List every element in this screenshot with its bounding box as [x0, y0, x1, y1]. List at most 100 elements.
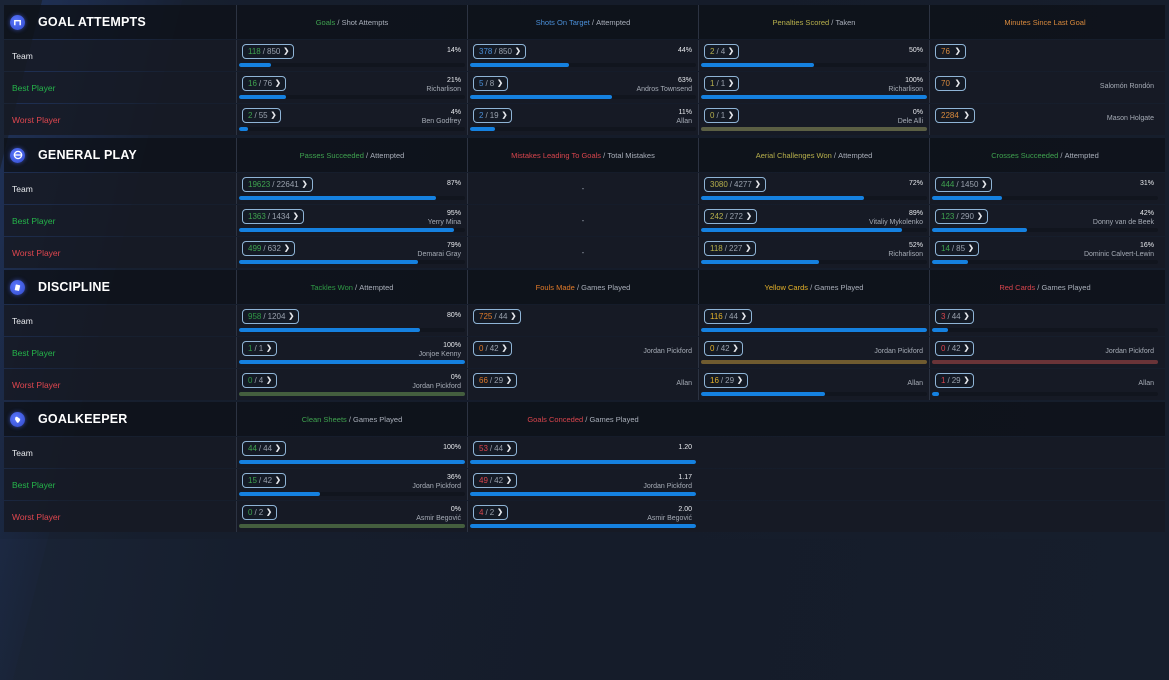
stat-value-button[interactable]: 2/ 4 ❯: [704, 44, 740, 59]
chevron-right-icon: ❯: [501, 112, 508, 119]
player-name[interactable]: Asmir Begović: [647, 515, 692, 522]
stat-value-button[interactable]: 0/ 42 ❯: [473, 341, 513, 356]
stat-value-button[interactable]: 3/ 44 ❯: [935, 309, 975, 324]
stat-denominator: 1: [720, 79, 726, 88]
stat-value-button[interactable]: 1/ 29 ❯: [935, 373, 975, 388]
stat-value-button[interactable]: 16/ 76 ❯: [242, 76, 286, 91]
stat-numerator: 1: [941, 376, 946, 385]
stat-ratio: 79%: [446, 242, 461, 249]
player-name[interactable]: Mason Holgate: [1106, 115, 1154, 122]
player-name[interactable]: Demarai Gray: [417, 251, 461, 258]
column-divider: /: [831, 150, 839, 160]
stat-numerator: 123: [941, 212, 955, 221]
player-name[interactable]: Jordan Pickford: [412, 483, 461, 490]
player-name[interactable]: Asmir Begović: [416, 515, 461, 522]
chevron-right-icon: ❯: [275, 80, 281, 87]
stat-value-button[interactable]: 0/ 2 ❯: [242, 505, 278, 520]
player-name[interactable]: Jordan Pickford: [1105, 348, 1154, 355]
player-name[interactable]: Jonjoe Kenny: [418, 351, 461, 358]
stat-value-button[interactable]: 725/ 44 ❯: [473, 309, 522, 324]
player-name[interactable]: Vitaliy Mykolenko: [869, 219, 923, 226]
chevron-right-icon: ❯: [728, 112, 735, 119]
stat-value-button[interactable]: 242/ 272 ❯: [704, 209, 757, 224]
stat-value-button[interactable]: 0/ 42 ❯: [704, 341, 744, 356]
stat-denominator: 42: [951, 344, 961, 353]
stat-denominator: 44: [498, 312, 508, 321]
column-header: Penalties Scored / Taken: [698, 5, 929, 39]
column-metric: Fouls Made: [535, 282, 575, 292]
player-name[interactable]: Allan: [676, 118, 692, 125]
section-header: DISCIPLINE Tackles Won / Attempted Fouls…: [4, 270, 1165, 304]
stat-value-button[interactable]: 5/ 8 ❯: [473, 76, 509, 91]
player-name[interactable]: Richarlison: [888, 251, 923, 258]
column-metric: Yellow Cards: [764, 282, 809, 292]
stat-separator: /: [254, 344, 257, 353]
stat-value-button[interactable]: 66/ 29 ❯: [473, 373, 517, 388]
player-name[interactable]: Jordan Pickford: [643, 483, 692, 490]
stat-numerator: 0: [248, 508, 253, 517]
stat-value-button[interactable]: 49/ 42 ❯: [473, 473, 517, 488]
stat-value-button[interactable]: 0/ 4 ❯: [242, 373, 278, 388]
stat-denominator: 76: [263, 79, 273, 88]
stat-value-button[interactable]: 2284 ❯: [935, 108, 975, 123]
stat-value-button[interactable]: 14/ 85 ❯: [935, 241, 979, 256]
stat-denominator: 55: [258, 111, 268, 120]
stat-value-button[interactable]: 118/ 850 ❯: [242, 44, 295, 59]
column-metric: Tackles Won: [310, 282, 353, 292]
stat-denominator: 42: [263, 476, 273, 485]
stat-separator: /: [258, 476, 262, 485]
chevron-right-icon: ❯: [963, 377, 970, 384]
stat-value-button[interactable]: 4/ 2 ❯: [473, 505, 509, 520]
stat-value-button[interactable]: 0/ 1 ❯: [704, 108, 740, 123]
player-name[interactable]: Allan: [676, 380, 692, 387]
stat-separator: /: [720, 376, 724, 385]
player-name[interactable]: Dominic Calvert-Lewin: [1083, 251, 1154, 258]
stat-value-button[interactable]: 1363/ 1434 ❯: [242, 209, 304, 224]
stat-cell: 123/ 290 ❯ 42% Donny van de Beek: [929, 205, 1160, 236]
stat-value-button[interactable]: 2/ 55 ❯: [242, 108, 282, 123]
stat-ratio: 21%: [446, 77, 461, 84]
player-name[interactable]: Jordan Pickford: [874, 348, 923, 355]
stat-value-button[interactable]: 118/ 227 ❯: [704, 241, 757, 256]
stat-numerator: 0: [941, 344, 946, 353]
stat-value-button[interactable]: 70 ❯: [935, 76, 966, 91]
progress-bar: [932, 360, 1158, 364]
player-name[interactable]: Allan: [907, 380, 923, 387]
stat-value-button[interactable]: 123/ 290 ❯: [935, 209, 988, 224]
stat-value-button[interactable]: 499/ 632 ❯: [242, 241, 295, 256]
stat-value-button[interactable]: 76 ❯: [935, 44, 966, 59]
stat-value-button[interactable]: 378/ 850 ❯: [473, 44, 526, 59]
player-name[interactable]: Jordan Pickford: [643, 348, 692, 355]
stat-cell: 16/ 29 ❯ Allan: [698, 369, 929, 400]
stat-value-button[interactable]: 44/ 44 ❯: [242, 441, 286, 456]
column-divider: /: [1058, 150, 1065, 160]
player-name[interactable]: Ben Godfrey: [421, 118, 461, 125]
stat-value-button[interactable]: 1/ 1 ❯: [242, 341, 278, 356]
progress-bar: [701, 360, 927, 364]
general-play-icon: [10, 147, 25, 163]
player-name[interactable]: Andros Townsend: [636, 86, 692, 93]
player-name[interactable]: Allan: [1138, 380, 1154, 387]
stat-value-button[interactable]: 3080/ 4277 ❯: [704, 177, 766, 192]
player-name[interactable]: Dele Alli: [897, 118, 923, 125]
stat-value-button[interactable]: 53/ 44 ❯: [473, 441, 517, 456]
stat-value-button[interactable]: 16/ 29 ❯: [704, 373, 748, 388]
section-goalkeeper: GOALKEEPER Clean Sheets / Games Played G…: [4, 402, 1165, 532]
player-name[interactable]: Jordan Pickford: [412, 383, 461, 390]
stat-ratio: 100%: [443, 444, 461, 451]
stat-value-button[interactable]: 116/ 44 ❯: [704, 309, 752, 324]
stat-value-button[interactable]: 19623/ 22641 ❯: [242, 177, 313, 192]
stat-value-button[interactable]: 15/ 42 ❯: [242, 473, 286, 488]
empty-cell: [698, 469, 929, 500]
stat-value-button[interactable]: 444/ 1450 ❯: [935, 177, 993, 192]
stat-value-button[interactable]: 1/ 1 ❯: [704, 76, 740, 91]
stat-cell: 0/ 1 ❯ 0% Dele Alli: [698, 104, 929, 135]
player-name[interactable]: Yerry Mina: [427, 219, 461, 226]
stat-value-button[interactable]: 958/ 1204 ❯: [242, 309, 300, 324]
stat-value-button[interactable]: 0/ 42 ❯: [935, 341, 975, 356]
stat-value-button[interactable]: 2/ 19 ❯: [473, 108, 513, 123]
player-name[interactable]: Richarlison: [426, 86, 461, 93]
player-name[interactable]: Donny van de Beek: [1092, 219, 1154, 226]
player-name[interactable]: Salomón Rondón: [1099, 83, 1154, 90]
player-name[interactable]: Richarlison: [888, 86, 923, 93]
